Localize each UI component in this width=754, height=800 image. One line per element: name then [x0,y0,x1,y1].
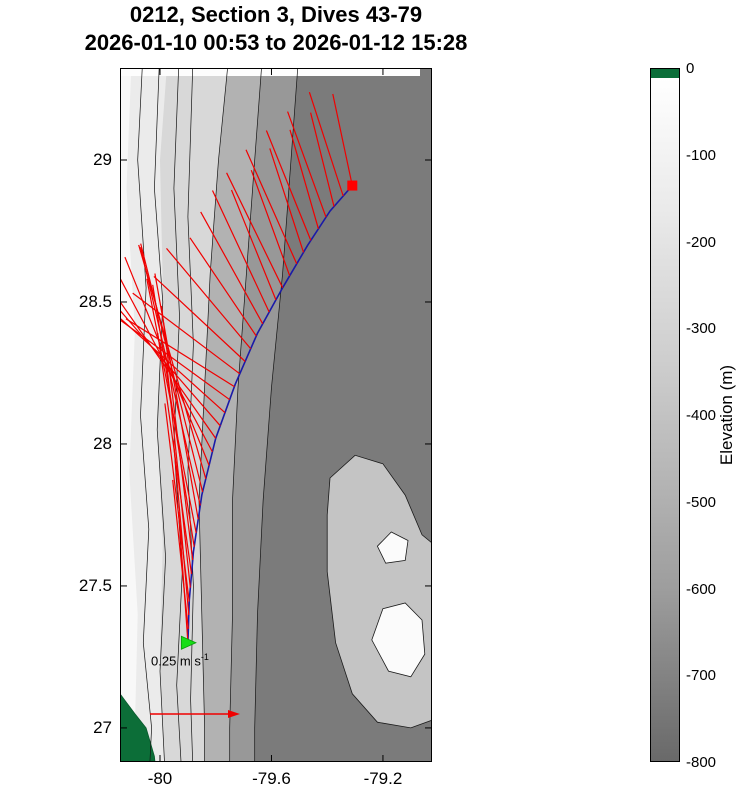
x-tick-label: -79.2 [363,769,403,788]
velocity-stick [172,440,190,616]
velocity-stick [269,148,305,253]
map-plot-area: 0.25 m s-1 [120,68,432,762]
velocity-stick [250,169,291,277]
velocity-stick [211,190,270,313]
y-tick-label: 28 [93,433,112,453]
colorbar-tick-label: -300 [686,320,717,338]
colorbar-tick-label: -800 [686,754,717,771]
colorbar-gradient [651,78,679,761]
figure-title: 0212, Section 3, Dives 43-79 [129,2,423,27]
bathymetry-map [120,68,432,762]
velocity-stick [189,237,257,337]
velocity-stick [132,292,241,375]
x-tick-label: -80 [147,769,173,788]
velocity-stick [140,246,201,506]
colorbar-tick-label: -100 [686,146,717,164]
colorbar-tick-label: -700 [686,667,717,685]
velocity-stick [172,479,189,629]
velocity-stick [140,243,204,493]
colorbar-tick-label: -200 [686,233,717,251]
velocity-stick [289,129,319,229]
colorbar-tick-label: -600 [686,580,717,598]
velocity-stick [230,189,277,301]
velocity-scale-label: 0.25 m s-1 [151,652,209,669]
velocity-stick [153,275,246,362]
contour-line [229,68,262,762]
y-tick-label: 27 [93,717,112,737]
velocity-stick [120,300,217,439]
y-tick-label: 27.5 [78,575,112,595]
velocity-stick [287,111,327,218]
land-florida [120,693,156,762]
contour-line [198,68,228,762]
scale-arrow-head [228,710,240,718]
map-top-strip [120,68,420,76]
y-tick-label: 29 [93,150,112,169]
elevation-colorbar [650,68,680,762]
velocity-stick [310,112,335,207]
map-frame [120,68,432,762]
end-marker-square [347,180,358,191]
island-contour [371,602,426,678]
contour-line [154,68,166,762]
velocity-stick [265,130,312,241]
colorbar-title: Elevation (m) [717,364,737,466]
colorbar-land-segment [651,69,679,78]
figure-subtitle-daterange: 2026-01-10 00:53 to 2026-01-12 15:28 [84,30,468,55]
glider-track-line [187,185,353,643]
velocity-stick [154,273,199,520]
velocity-stick [120,319,231,401]
y-tick-label: 28.5 [78,291,112,311]
velocity-stick [146,278,197,534]
velocity-stick [125,318,235,388]
velocity-stick [245,149,298,265]
bathymetry-band [120,68,139,762]
velocity-stick [226,172,284,288]
velocity-stick [166,248,252,350]
contour-line [187,68,194,762]
velocity-stick [164,403,190,602]
colorbar-tick-label: 0 [686,60,695,77]
x-tick-label: -79.6 [252,769,291,788]
velocity-stick [138,244,207,479]
island-contour [376,531,409,564]
colorbar-tick-label: -400 [686,407,717,424]
velocity-stick [308,92,344,197]
velocity-stick [157,332,193,574]
start-marker-triangle [180,635,197,650]
velocity-stick [332,93,353,186]
velocity-stick [200,211,264,325]
contour-line [254,68,299,762]
colorbar-tick-label: -500 [686,493,717,511]
